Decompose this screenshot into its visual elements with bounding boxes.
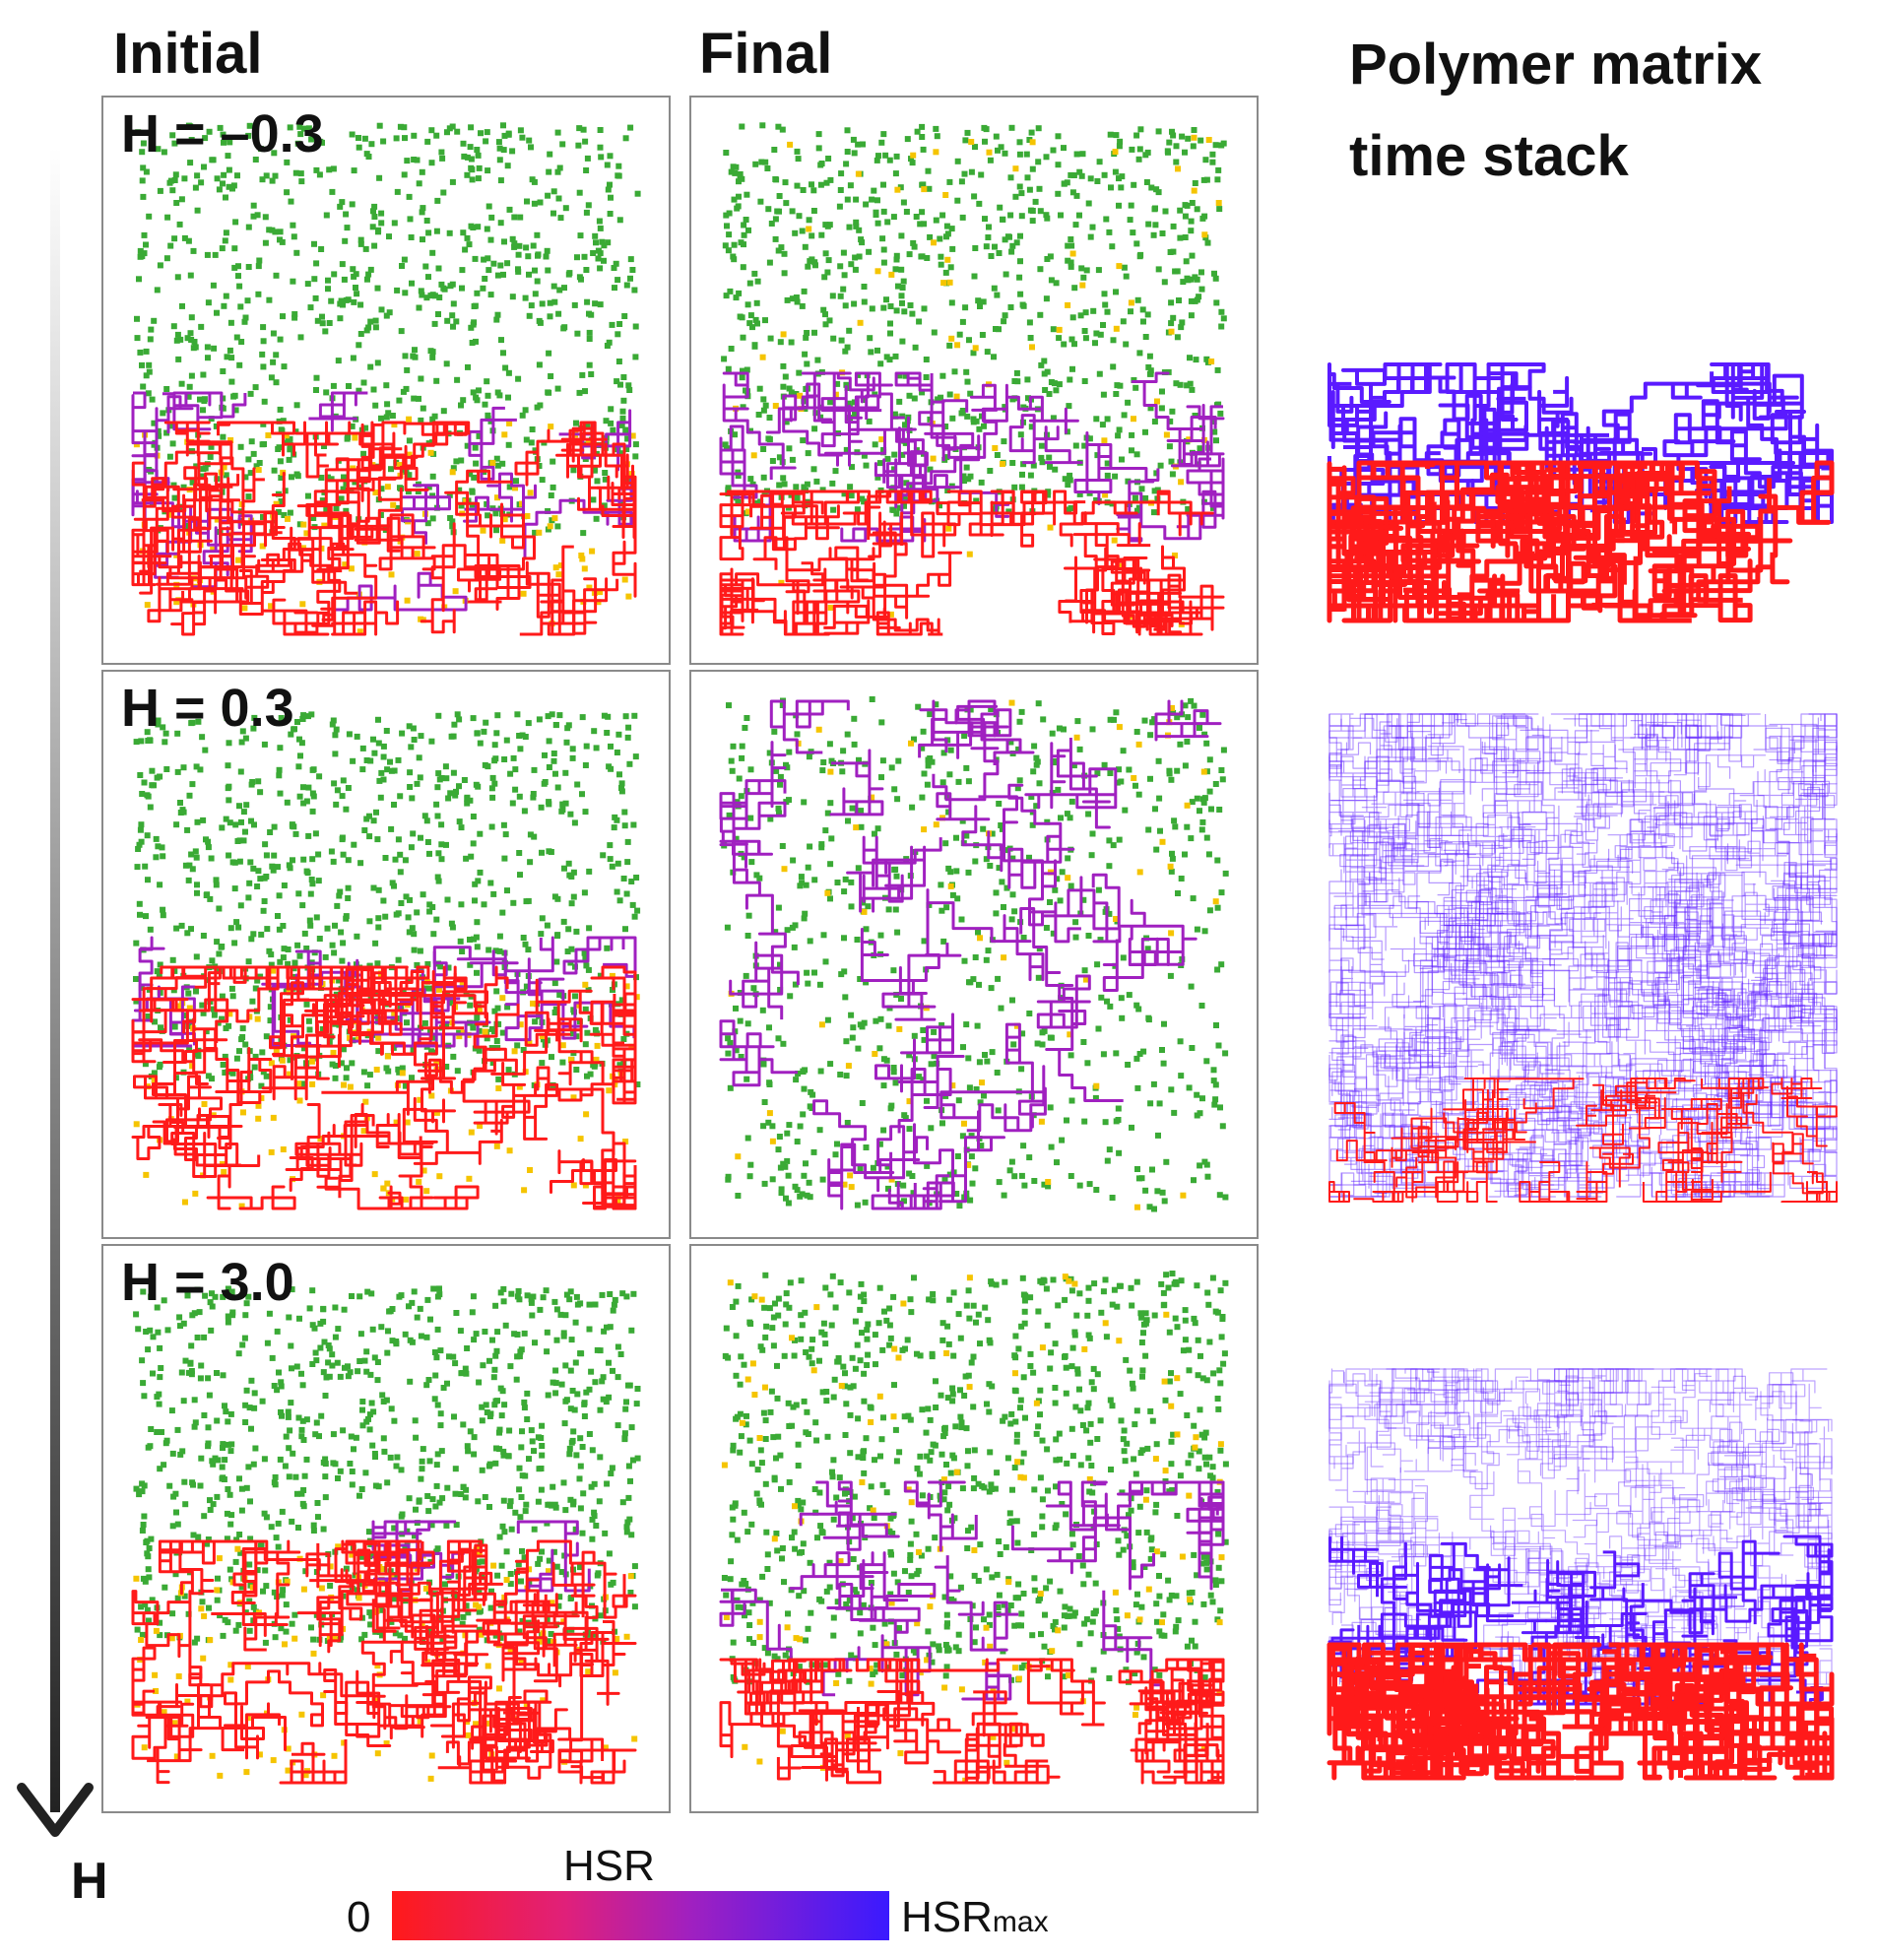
panel-initial-row3: H = 3.0 [101, 1244, 671, 1813]
time-stack-row2 [1325, 704, 1842, 1207]
snapshot-drawing [719, 1271, 1229, 1785]
column-title-time-stack: Polymer matrix time stack [1349, 33, 1763, 188]
row-label-h-30: H = 3.0 [121, 1253, 294, 1312]
h-axis-label: H [71, 1853, 108, 1910]
h-axis-arrow [17, 148, 94, 1837]
row-label-h-neg03: H = –0.3 [121, 104, 324, 163]
column-title-final: Final [699, 22, 833, 86]
panel-initial-row2: H = 0.3 [101, 670, 671, 1239]
snapshot-drawing [131, 122, 641, 636]
row-label-h-03: H = 0.3 [121, 679, 294, 738]
column-title-initial: Initial [113, 22, 263, 86]
colorbar-max-subscript: max [992, 1906, 1049, 1938]
time-stack-row1 [1320, 355, 1842, 630]
snapshot-drawing [719, 122, 1227, 636]
colorbar-max-main: HSR [901, 1893, 993, 1941]
panel-final-row1 [689, 96, 1259, 665]
panel-final-row3 [689, 1244, 1259, 1813]
panel-final-row2 [689, 670, 1259, 1239]
snapshot-drawing [1327, 1368, 1835, 1781]
snapshot-drawing [1328, 713, 1838, 1203]
snapshot-drawing [1327, 362, 1835, 623]
colorbar-min-label: 0 [347, 1893, 371, 1941]
snapshot-drawing [131, 711, 641, 1210]
colorbar-title: HSR [563, 1842, 655, 1890]
colorbar-max-label: HSRmax [901, 1893, 1049, 1942]
snapshot-drawing [131, 1285, 641, 1785]
time-stack-row3 [1320, 1359, 1842, 1783]
colorbar-gradient [392, 1891, 889, 1940]
snapshot-drawing [719, 696, 1229, 1212]
panel-initial-row1: H = –0.3 [101, 96, 671, 665]
